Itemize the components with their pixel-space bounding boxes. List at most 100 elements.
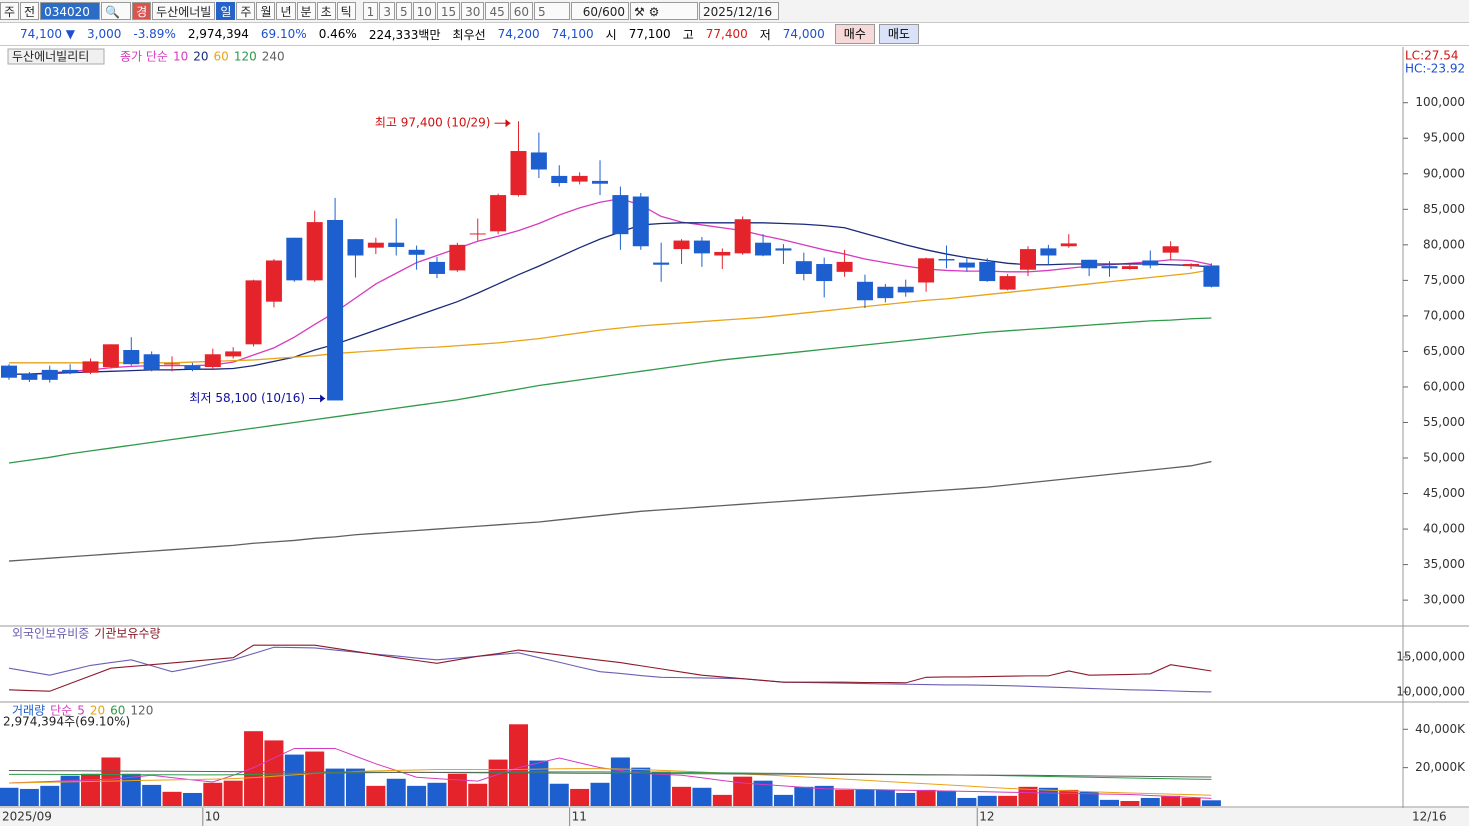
y-tick-label: 40,000K <box>1415 722 1466 736</box>
interval-button[interactable]: 10 <box>412 2 436 20</box>
legend-entry: 20 <box>90 704 105 718</box>
legend-entry: 20 <box>193 50 208 64</box>
line-series <box>8 646 1212 693</box>
quote-bar: 74,100 ▼ 3,000 -3.89% 2,974,394 69.10% 0… <box>0 23 1469 46</box>
change: 3,000 <box>87 27 122 41</box>
volume-bar <box>529 760 549 806</box>
x-tick-label: 10 <box>205 810 220 824</box>
period-button[interactable]: 주 <box>236 2 256 20</box>
volume-bar <box>162 791 182 806</box>
interval-button[interactable]: 15 <box>436 2 461 20</box>
candle-body <box>225 351 242 357</box>
legend-entry: 외국인보유비중 <box>12 627 89 641</box>
volume-bar <box>794 786 814 806</box>
candle-body <box>1 365 17 378</box>
period-button[interactable]: 초 <box>316 2 336 20</box>
period-button[interactable]: 분 <box>296 2 316 20</box>
y-tick-label: 55,000 <box>1423 415 1465 429</box>
buy-button[interactable]: 매수 <box>834 24 875 44</box>
tool-buttons[interactable]: ⚒ ⚙ <box>630 2 698 20</box>
volume-bar <box>244 731 264 806</box>
y-tick-label: 75,000 <box>1423 273 1465 287</box>
interval-button[interactable]: 1 <box>362 2 379 20</box>
volume-bar <box>1161 795 1181 806</box>
line-series <box>8 460 1212 562</box>
line-series <box>9 222 1212 375</box>
volume-bar <box>651 771 671 806</box>
y-tick-label: 20,000K <box>1415 760 1466 774</box>
period-button[interactable]: 년 <box>276 2 296 20</box>
interval-button[interactable]: 3 <box>379 2 395 20</box>
volume-bar <box>19 788 39 806</box>
candle-body <box>755 242 772 256</box>
candle-body <box>592 180 609 184</box>
interval-button[interactable]: 5 <box>395 2 412 20</box>
code-input[interactable]: 034020 <box>40 2 101 20</box>
candle-body <box>693 240 710 254</box>
candle-body <box>816 264 833 282</box>
candle-body <box>856 281 873 301</box>
interval-button[interactable]: 60 <box>509 2 533 20</box>
y-tick-label: 50,000 <box>1423 451 1465 465</box>
candle-body <box>204 354 221 368</box>
period-button[interactable]: 월 <box>256 2 276 20</box>
volume-bar <box>753 780 773 806</box>
volume-bar <box>264 740 284 806</box>
candle-body <box>1142 260 1159 266</box>
volume-bar <box>447 773 467 806</box>
line-series <box>8 770 1212 778</box>
volume-bar <box>0 787 19 806</box>
x-tick-label: 11 <box>572 810 587 824</box>
volume-bar <box>610 757 630 806</box>
volume-bar <box>345 768 365 806</box>
volume-bar <box>855 789 875 806</box>
legend-entry: 거래량 <box>12 704 45 718</box>
y-tick-label: 30,000 <box>1423 593 1465 607</box>
candle-body <box>877 286 894 299</box>
candle-body <box>1020 249 1036 270</box>
open-label: 시 <box>605 27 617 42</box>
candle-body <box>347 239 364 256</box>
volume-bar <box>977 795 997 806</box>
candle-body <box>102 344 119 368</box>
volume-bar <box>488 759 508 806</box>
volume-bar <box>998 795 1018 806</box>
period-button[interactable]: 일 <box>216 2 236 20</box>
volume-bar <box>835 789 855 806</box>
volume-bar <box>386 778 406 806</box>
volume-ratio: 69.10% <box>260 27 307 41</box>
y-tick-label: 15,000,000 <box>1396 650 1465 664</box>
market-select[interactable]: 주 <box>0 2 20 20</box>
candle-body <box>1101 266 1118 269</box>
candle-body <box>143 354 160 370</box>
volume-bar <box>182 792 202 806</box>
sell-button[interactable]: 매도 <box>878 24 919 44</box>
legend-entry: 10 <box>173 50 188 64</box>
legend-prefix: 단순 <box>50 704 72 718</box>
y-tick-label: 45,000 <box>1423 486 1465 500</box>
volume-bar <box>223 780 243 806</box>
interval-button[interactable]: 45 <box>485 2 509 20</box>
volume-bar <box>896 792 916 806</box>
count-select[interactable]: 5 <box>534 2 570 20</box>
volume-bar <box>305 751 325 806</box>
candle-body <box>62 369 79 373</box>
volume-bar <box>40 785 60 806</box>
volume-bar <box>590 782 610 806</box>
legend-entry: 120 <box>234 50 257 64</box>
candle-body <box>1121 266 1138 269</box>
chart-bg <box>0 47 1469 826</box>
volume-bar <box>631 767 651 806</box>
candle-body <box>388 242 405 247</box>
candle-body <box>979 261 996 282</box>
interval-button[interactable]: 30 <box>461 2 485 20</box>
date-input[interactable]: 2025/12/16 <box>699 2 779 20</box>
volume-bar <box>121 773 141 806</box>
scope-select[interactable]: 전 <box>20 2 40 20</box>
search-button[interactable]: 🔍 <box>101 2 132 20</box>
candle-body <box>428 261 445 274</box>
stock-name: 두산에너빌 <box>152 2 216 20</box>
range-input[interactable]: 60/600 <box>571 2 629 20</box>
period-button[interactable]: 틱 <box>336 2 356 20</box>
volume-bar <box>814 785 834 806</box>
